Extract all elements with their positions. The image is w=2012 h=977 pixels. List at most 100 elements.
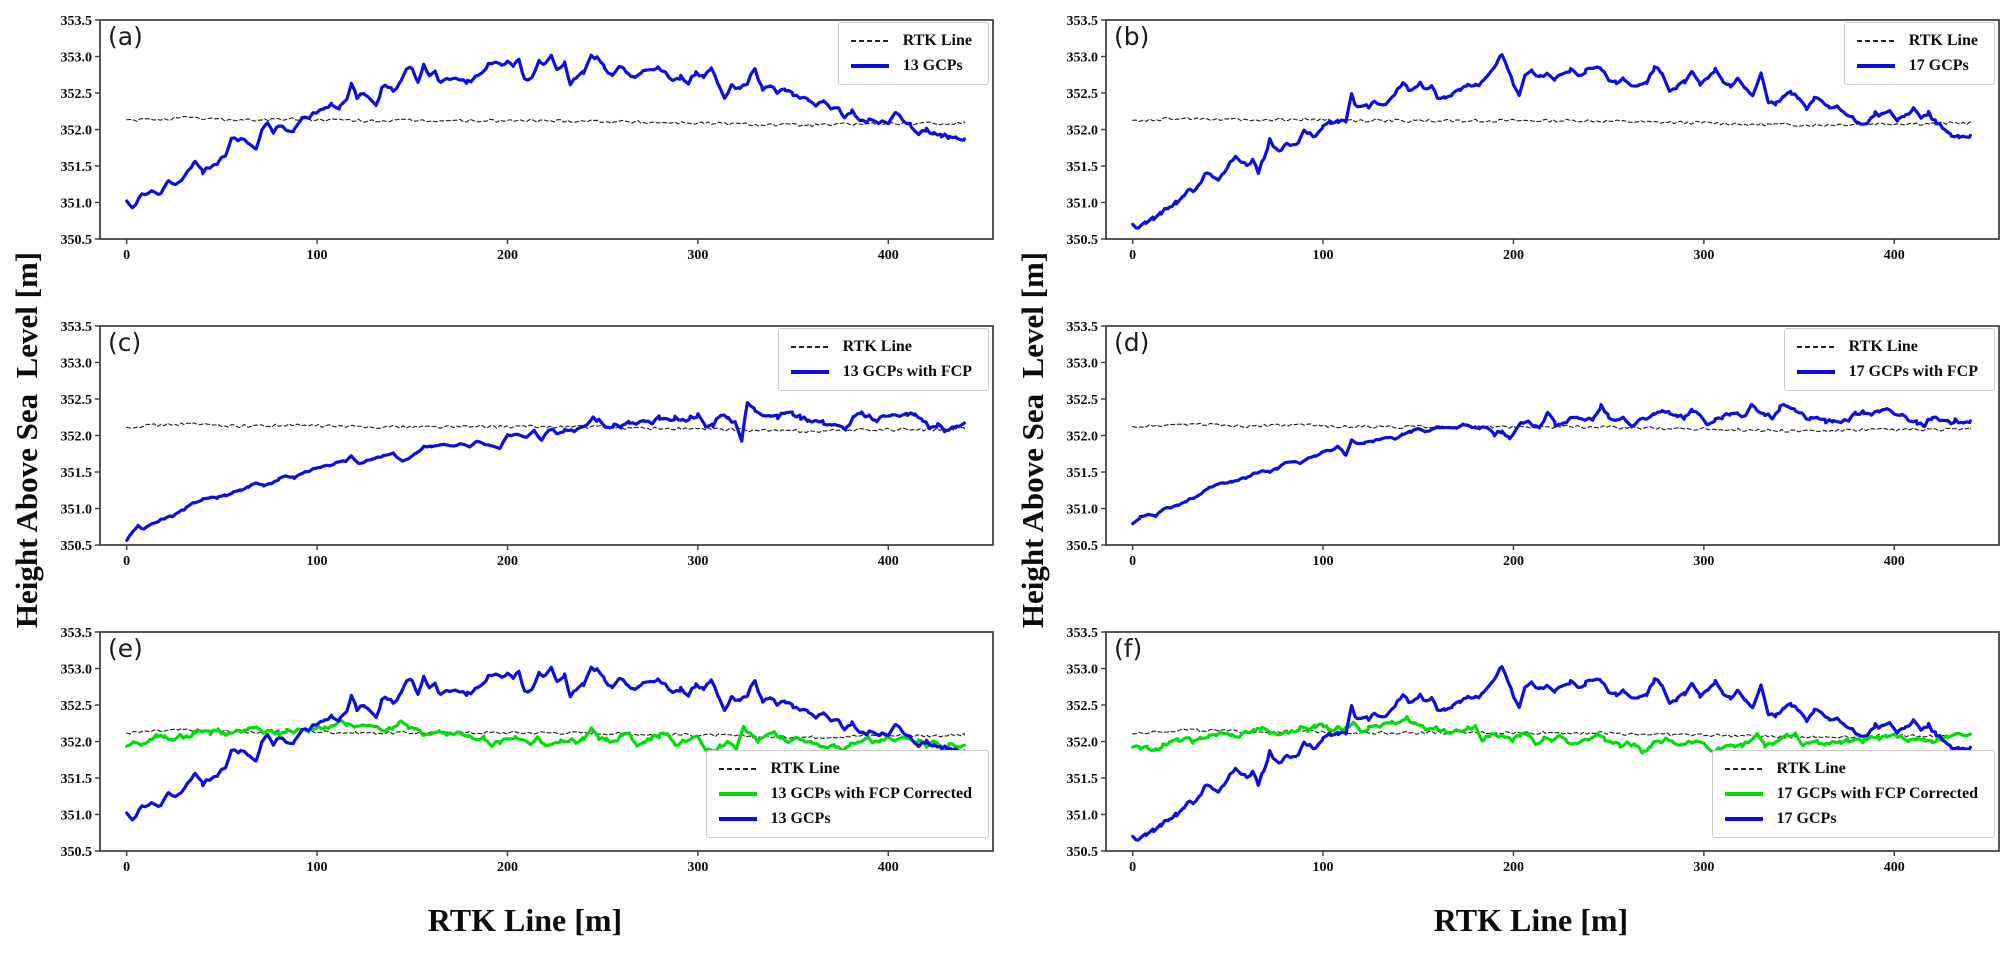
series-rtk-line — [126, 422, 965, 434]
dashed-line-sample-icon — [790, 346, 829, 348]
series-17-gcps-with-fcp — [1131, 402, 1972, 526]
y-tick-label: 350.5 — [61, 845, 93, 860]
y-tick-label: 353.5 — [1067, 14, 1099, 29]
legend-c: RTK Line 13 GCPs with FCP — [777, 328, 989, 391]
legend-item-13-gcps-with-fcp: 13 GCPs with FCP — [790, 363, 972, 381]
y-tick-label: 352.5 — [61, 87, 93, 102]
x-tick-label: 400 — [878, 554, 899, 569]
legend-label: 13 GCPs — [770, 810, 831, 827]
legend-label: RTK Line — [1908, 32, 1978, 49]
x-tick-label: 300 — [1693, 554, 1714, 569]
y-tick-label: 353.5 — [61, 14, 93, 29]
y-tick-label: 353.5 — [61, 626, 93, 641]
y-tick-label: 351.5 — [1067, 772, 1099, 787]
y-tick-label: 353.0 — [61, 357, 93, 372]
legend-label: RTK Line — [842, 338, 912, 355]
y-tick-label: 352.5 — [1067, 393, 1099, 408]
legend-label: 13 GCPs with FCP Corrected — [770, 785, 972, 802]
series-rtk-line — [1132, 422, 1971, 433]
legend-b: RTK Line 17 GCPs — [1843, 22, 1995, 85]
legend-f: RTK Line 17 GCPs with FCP Corrected 17 GCP… — [1711, 750, 1995, 838]
y-tick-label: 352.5 — [1067, 699, 1099, 714]
panel-c: 350.5 351.0 351.5 352.0 352.5 353.0 353.5 0 100 2… — [52, 320, 998, 572]
legend-label: 17 GCPs with FCP Corrected — [1776, 785, 1978, 802]
legend-item-rtk-line: RTK Line — [1796, 338, 1978, 356]
y-tick-label: 351.0 — [61, 197, 93, 212]
legend-item-13-gcps: 13 GCPs — [718, 810, 972, 828]
y-tick-label: 351.0 — [61, 503, 93, 518]
x-tick-label: 0 — [1129, 554, 1136, 569]
panel-b: 350.5 351.0 351.5 352.0 352.5 353.0 353.5 0 100 2… — [1058, 14, 2004, 266]
series-17-gcps — [1131, 665, 1972, 842]
x-tick-label: 300 — [687, 860, 708, 875]
x-tick-label: 0 — [123, 554, 130, 569]
legend-item-rtk-line: RTK Line — [850, 32, 972, 50]
y-tick-label: 350.5 — [61, 539, 93, 554]
y-tick-label: 352.0 — [1067, 430, 1099, 445]
legend-label: RTK Line — [1848, 338, 1918, 355]
panel-f: 350.5 351.0 351.5 352.0 352.5 353.0 353.5 0 100 2… — [1058, 626, 2004, 878]
legend-item-17-gcps-with-fcp: 17 GCPs with FCP — [1796, 363, 1978, 381]
legend-item-17-gcps: 17 GCPs — [1856, 57, 1978, 75]
x-tick-label: 0 — [123, 248, 130, 263]
panel-d: 350.5 351.0 351.5 352.0 352.5 353.0 353.5 0 100 2… — [1058, 320, 2004, 572]
y-tick-label: 350.5 — [1067, 845, 1099, 860]
left-panels: 350.5 351.0 351.5 352.0 352.5 353.0 353.5 0 100 2… — [52, 14, 998, 878]
series-17-gcps — [1131, 53, 1972, 230]
x-tick-label: 200 — [1503, 554, 1524, 569]
x-tick-label: 100 — [307, 248, 328, 263]
x-tick-label: 300 — [687, 554, 708, 569]
plot-area-c: 350.5 351.0 351.5 352.0 352.5 353.0 353.5 0 100 2… — [61, 320, 994, 569]
x-tick-label: 300 — [1693, 860, 1714, 875]
y-tick-label: 351.5 — [61, 466, 93, 481]
legend-item-13-gcps: 13 GCPs — [850, 57, 972, 75]
y-tick-label: 351.0 — [1067, 503, 1099, 518]
panel-letter-b: (b) — [1114, 22, 1150, 51]
panel-a: 350.5 351.0 351.5 352.0 352.5 353.0 353.5 0 100 2… — [52, 14, 998, 266]
x-tick-label: 0 — [1129, 860, 1136, 875]
legend-item-rtk-line: RTK Line — [1724, 760, 1978, 778]
y-tick-label: 352.0 — [1067, 124, 1099, 139]
y-axis-label-left: Height Above Sea Level [m] — [9, 251, 44, 629]
panel-e: 350.5 351.0 351.5 352.0 352.5 353.0 353.5 0 100 2… — [52, 626, 998, 878]
y-tick-label: 351.0 — [1067, 809, 1099, 824]
y-tick-label: 353.5 — [1067, 320, 1099, 335]
x-tick-label: 100 — [1313, 860, 1334, 875]
legend-d: RTK Line 17 GCPs with FCP — [1783, 328, 1995, 391]
plot-area-d: 350.5 351.0 351.5 352.0 352.5 353.0 353.5 0 100 2… — [1067, 320, 2000, 569]
legend-e: RTK Line 13 GCPs with FCP Corrected 13 GCP… — [705, 750, 989, 838]
y-tick-label: 351.5 — [1067, 160, 1099, 175]
x-tick-label: 100 — [307, 554, 328, 569]
dashed-line-sample-icon — [718, 768, 757, 770]
x-axis-label-left: RTK Line [m] — [427, 902, 623, 938]
x-tick-label: 300 — [687, 248, 708, 263]
x-tick-label: 400 — [878, 860, 899, 875]
y-tick-label: 353.0 — [1067, 51, 1099, 66]
solid-line-sample-icon — [1724, 817, 1763, 821]
legend-label: 13 GCPs with FCP — [842, 363, 972, 380]
legend-label: RTK Line — [770, 760, 840, 777]
legend-item-17-gcps: 17 GCPs — [1724, 810, 1978, 828]
legend-label: 17 GCPs — [1776, 810, 1837, 827]
y-tick-label: 351.5 — [61, 160, 93, 175]
y-tick-label: 352.0 — [61, 124, 93, 139]
solid-line-sample-icon — [790, 370, 829, 374]
series-13-gcps — [125, 53, 966, 210]
x-tick-label: 100 — [1313, 554, 1334, 569]
series-17-gcps-with-fcp-corrected — [1131, 715, 1972, 755]
y-tick-label: 353.0 — [61, 663, 93, 678]
legend-item-17-gcps-with-fcp-corrected: 17 GCPs with FCP Corrected — [1724, 785, 1978, 803]
solid-line-sample-icon — [1856, 64, 1895, 68]
x-tick-label: 200 — [497, 248, 518, 263]
solid-line-sample-icon — [1724, 792, 1763, 796]
series-rtk-line — [126, 115, 965, 128]
x-tick-label: 200 — [497, 554, 518, 569]
legend-item-rtk-line: RTK Line — [718, 760, 972, 778]
solid-line-sample-icon — [850, 64, 889, 68]
series-13-gcps — [125, 665, 966, 822]
solid-line-sample-icon — [718, 817, 757, 821]
x-tick-label: 0 — [1129, 248, 1136, 263]
y-axis-label-right: Height Above Sea Level [m] — [1015, 251, 1050, 629]
plot-area-e: 350.5 351.0 351.5 352.0 352.5 353.0 353.5 0 100 2… — [61, 626, 994, 875]
solid-line-sample-icon — [718, 792, 757, 796]
